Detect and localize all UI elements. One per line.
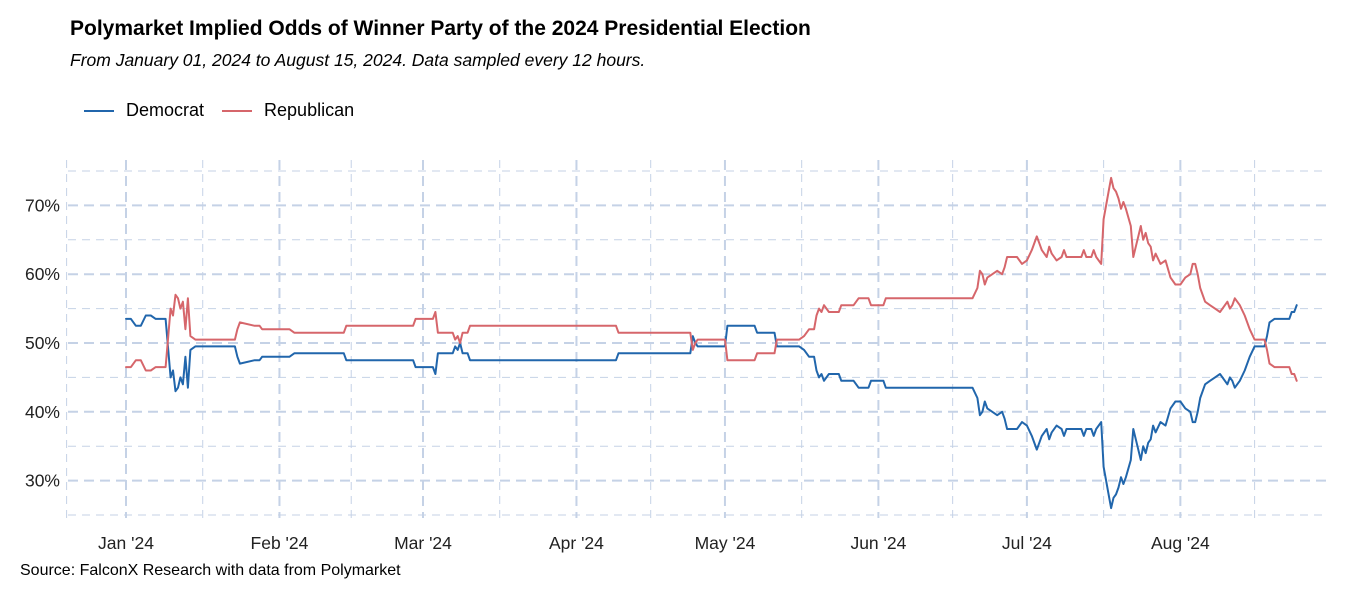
x-axis-labels: Jan '24 Feb '24 Mar '24 Apr '24 May '24 Jun '… xyxy=(98,533,1210,553)
legend-item-democrat: Democrat xyxy=(84,100,204,121)
y-axis-labels: 30% 40% 50% 60% 70% xyxy=(25,195,60,490)
y-tick-label: 50% xyxy=(25,333,60,353)
x-tick-label: Apr '24 xyxy=(549,533,604,553)
chart-title: Polymarket Implied Odds of Winner Party … xyxy=(70,17,811,40)
chart-subtitle: From January 01, 2024 to August 15, 2024… xyxy=(70,50,646,70)
series-line-republican xyxy=(125,176,1298,382)
y-tick-label: 40% xyxy=(25,402,60,422)
x-tick-label: Feb '24 xyxy=(251,533,309,553)
legend-item-republican: Republican xyxy=(222,100,354,121)
x-tick-label: May '24 xyxy=(695,533,756,553)
y-tick-label: 60% xyxy=(25,264,60,284)
x-tick-label: Jul '24 xyxy=(1002,533,1052,553)
legend-swatch-democrat xyxy=(84,109,114,112)
x-tick-label: Aug '24 xyxy=(1151,533,1210,553)
legend: Democrat Republican xyxy=(84,100,372,121)
y-tick-label: 70% xyxy=(25,195,60,215)
x-tick-label: Mar '24 xyxy=(394,533,452,553)
x-tick-label: Jun '24 xyxy=(850,533,906,553)
x-tick-label: Jan '24 xyxy=(98,533,154,553)
legend-label-democrat: Democrat xyxy=(126,100,205,120)
y-tick-label: 30% xyxy=(25,471,60,491)
legend-swatch-republican xyxy=(222,109,253,112)
source-note: Source: FalconX Research with data from … xyxy=(20,562,401,579)
series-line-democrat xyxy=(125,304,1298,510)
plot-series xyxy=(125,176,1298,510)
legend-label-republican: Republican xyxy=(264,100,355,120)
